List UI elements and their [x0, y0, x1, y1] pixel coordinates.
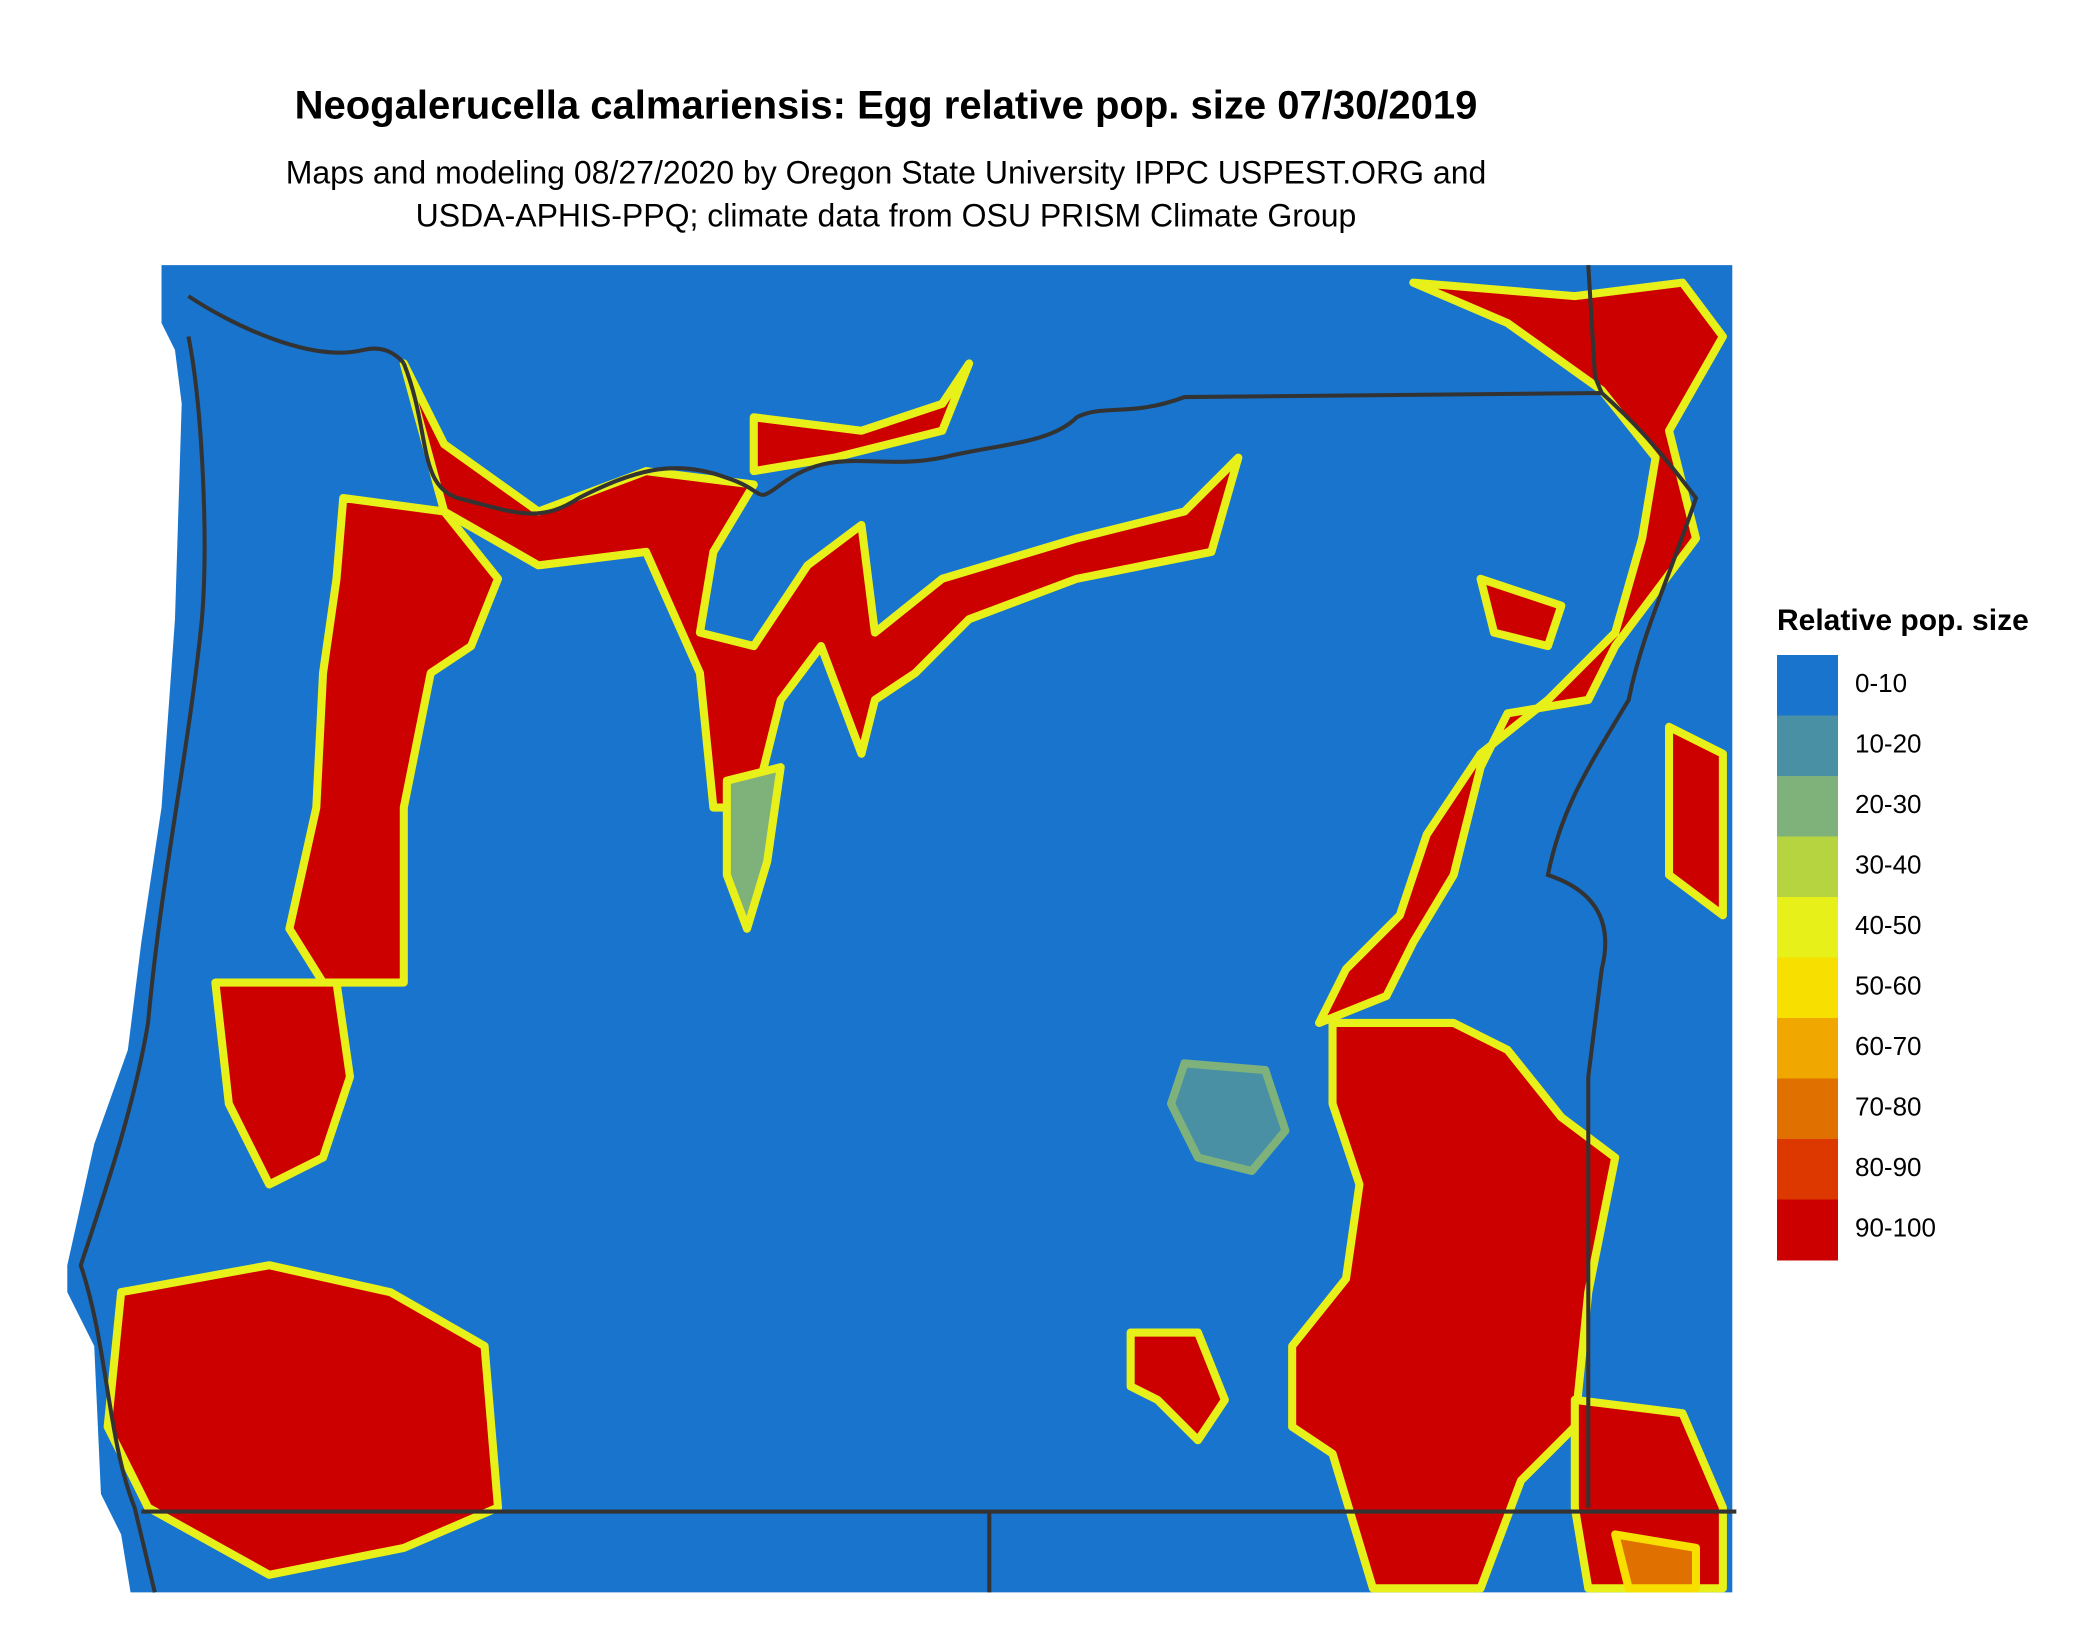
hotspot	[1288, 1018, 1620, 1593]
hotspot	[749, 359, 974, 476]
legend: 0-10 10-20 20-30 30-40 40-50 50-60 60-70 70-80 8…	[1777, 655, 1936, 1261]
legend-label: 40-50	[1855, 910, 1922, 940]
legend-swatch	[1777, 655, 1838, 716]
legend-label: 90-100	[1855, 1212, 1936, 1242]
subtitle: Maps and modeling 08/27/2020 by Oregon S…	[286, 154, 1487, 190]
legend-swatch	[1777, 836, 1838, 898]
map	[67, 265, 1737, 1593]
hotspot	[1166, 1059, 1290, 1176]
hotspot	[1665, 722, 1727, 920]
hotspot	[1315, 278, 1727, 1027]
hotspot	[285, 493, 503, 987]
hotspots	[103, 278, 1727, 1593]
legend-label: 10-20	[1855, 728, 1922, 758]
legend-label: 0-10	[1855, 668, 1907, 698]
hotspot	[1611, 1530, 1700, 1593]
hotspot	[1476, 574, 1566, 651]
hotspot	[1570, 1395, 1727, 1593]
coastline	[78, 336, 207, 1593]
legend-label: 50-60	[1855, 970, 1922, 1000]
hotspot	[211, 978, 354, 1189]
state-border	[187, 294, 406, 365]
legend-swatch	[1777, 897, 1838, 958]
legend-swatch	[1777, 1199, 1838, 1261]
legend-swatch	[1777, 776, 1838, 837]
legend-swatch	[1777, 1139, 1838, 1200]
subtitle: USDA-APHIS-PPQ; climate data from OSU PR…	[416, 197, 1357, 233]
legend-label: 30-40	[1855, 849, 1922, 879]
legend-label: 70-80	[1855, 1091, 1922, 1121]
legend-label: 60-70	[1855, 1031, 1922, 1061]
state-border	[401, 362, 1699, 1508]
legend-title: Relative pop. size	[1777, 604, 2029, 637]
legend-swatch	[1777, 715, 1838, 777]
hotspot	[722, 763, 785, 933]
legend-label: 80-90	[1855, 1152, 1922, 1182]
hotspot	[1126, 1328, 1229, 1445]
legend-label: 20-30	[1855, 789, 1922, 819]
legend-swatch	[1777, 1018, 1838, 1079]
hotspot	[103, 1261, 503, 1579]
state-border	[1586, 265, 1604, 394]
legend-swatch	[1777, 1078, 1838, 1140]
legend-swatch	[1777, 957, 1838, 1019]
title: Neogalerucella calmariensis: Egg relativ…	[295, 84, 1478, 128]
hotspot	[399, 359, 1243, 812]
